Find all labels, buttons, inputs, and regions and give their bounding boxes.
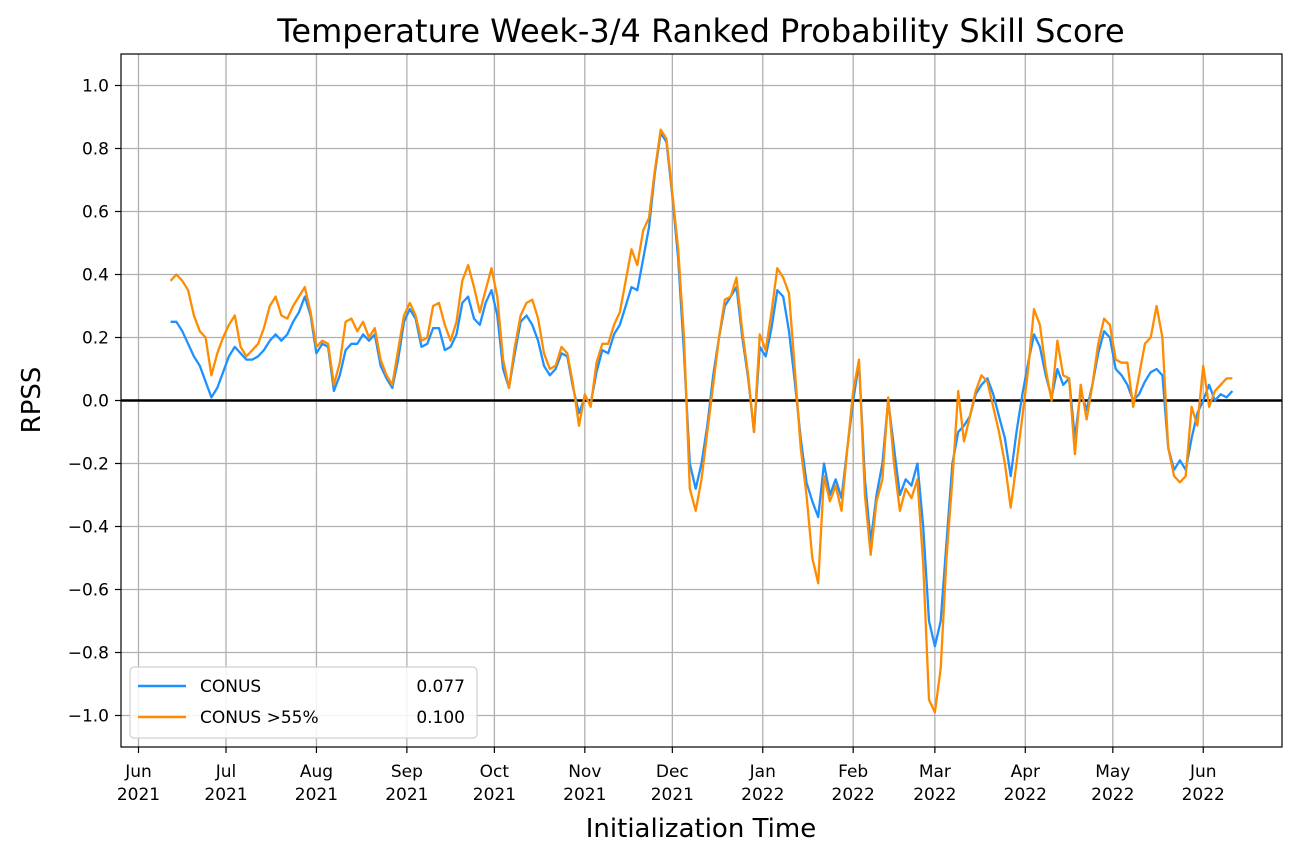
legend-label: CONUS >55% [200,708,319,728]
x-tick-month: Dec [656,762,689,782]
x-tick-year: 2022 [1004,785,1047,805]
y-tick-label: 1.0 [82,77,109,97]
legend-value: 0.077 [416,677,465,697]
x-tick-year: 2022 [913,785,956,805]
legend-box [129,666,478,739]
y-tick-label: 0.0 [82,392,109,412]
legend: CONUS 0.077 CONUS >55% 0.100 [129,666,478,739]
x-tick-year: 2021 [385,785,428,805]
y-tick-label: 0.4 [82,266,109,286]
x-axis-label: Initialization Time [586,814,816,844]
x-tick-month: Mar [919,762,951,782]
series-line-0 [170,131,1234,648]
series-lines [169,128,1234,714]
y-tick-label: −0.2 [68,455,109,475]
x-tick-month: Apr [1011,762,1040,782]
x-tick-year: 2021 [473,785,516,805]
legend-label: CONUS [200,677,261,697]
x-tick-month: Jun [124,762,152,782]
y-tick-label: −0.4 [68,518,109,538]
y-tick-label: −0.8 [68,644,109,664]
x-tick-year: 2022 [741,785,784,805]
x-tick-month: Aug [300,762,333,782]
x-axis-ticks: Jun 2021 Jul 2021 Aug 2021 Sep 2021 Oct 2021 Nov 20… [117,747,1225,805]
y-axis-ticks: 1.0 0.8 0.6 0.4 0.2 0.0 −0.2 −0.4 −0.6 −0.8 −1.0 [68,77,121,727]
x-tick-year: 2021 [651,785,694,805]
x-tick-year: 2021 [117,785,160,805]
y-axis-label: RPSS [17,367,47,434]
x-tick-month: Feb [838,762,868,782]
chart-title: Temperature Week-3/4 Ranked Probability … [276,12,1124,50]
x-tick-month: Jun [1189,762,1217,782]
series-line-1 [169,128,1233,714]
x-tick-year: 2021 [204,785,247,805]
x-tick-year: 2021 [563,785,606,805]
y-tick-label: 0.8 [82,140,109,160]
x-tick-year: 2022 [1182,785,1225,805]
x-tick-month: Jul [215,762,237,782]
x-tick-year: 2022 [1091,785,1134,805]
y-tick-label: −0.6 [68,581,109,601]
x-tick-year: 2022 [832,785,875,805]
y-tick-label: −1.0 [68,707,109,727]
y-tick-label: 0.2 [82,329,109,349]
y-tick-label: 0.6 [82,203,109,223]
legend-value: 0.100 [416,708,465,728]
x-tick-month: Sep [391,762,423,782]
x-tick-year: 2021 [295,785,338,805]
x-tick-month: Jan [749,762,776,782]
x-tick-month: Nov [568,762,601,782]
x-tick-month: Oct [480,762,510,782]
x-tick-month: May [1095,762,1130,782]
